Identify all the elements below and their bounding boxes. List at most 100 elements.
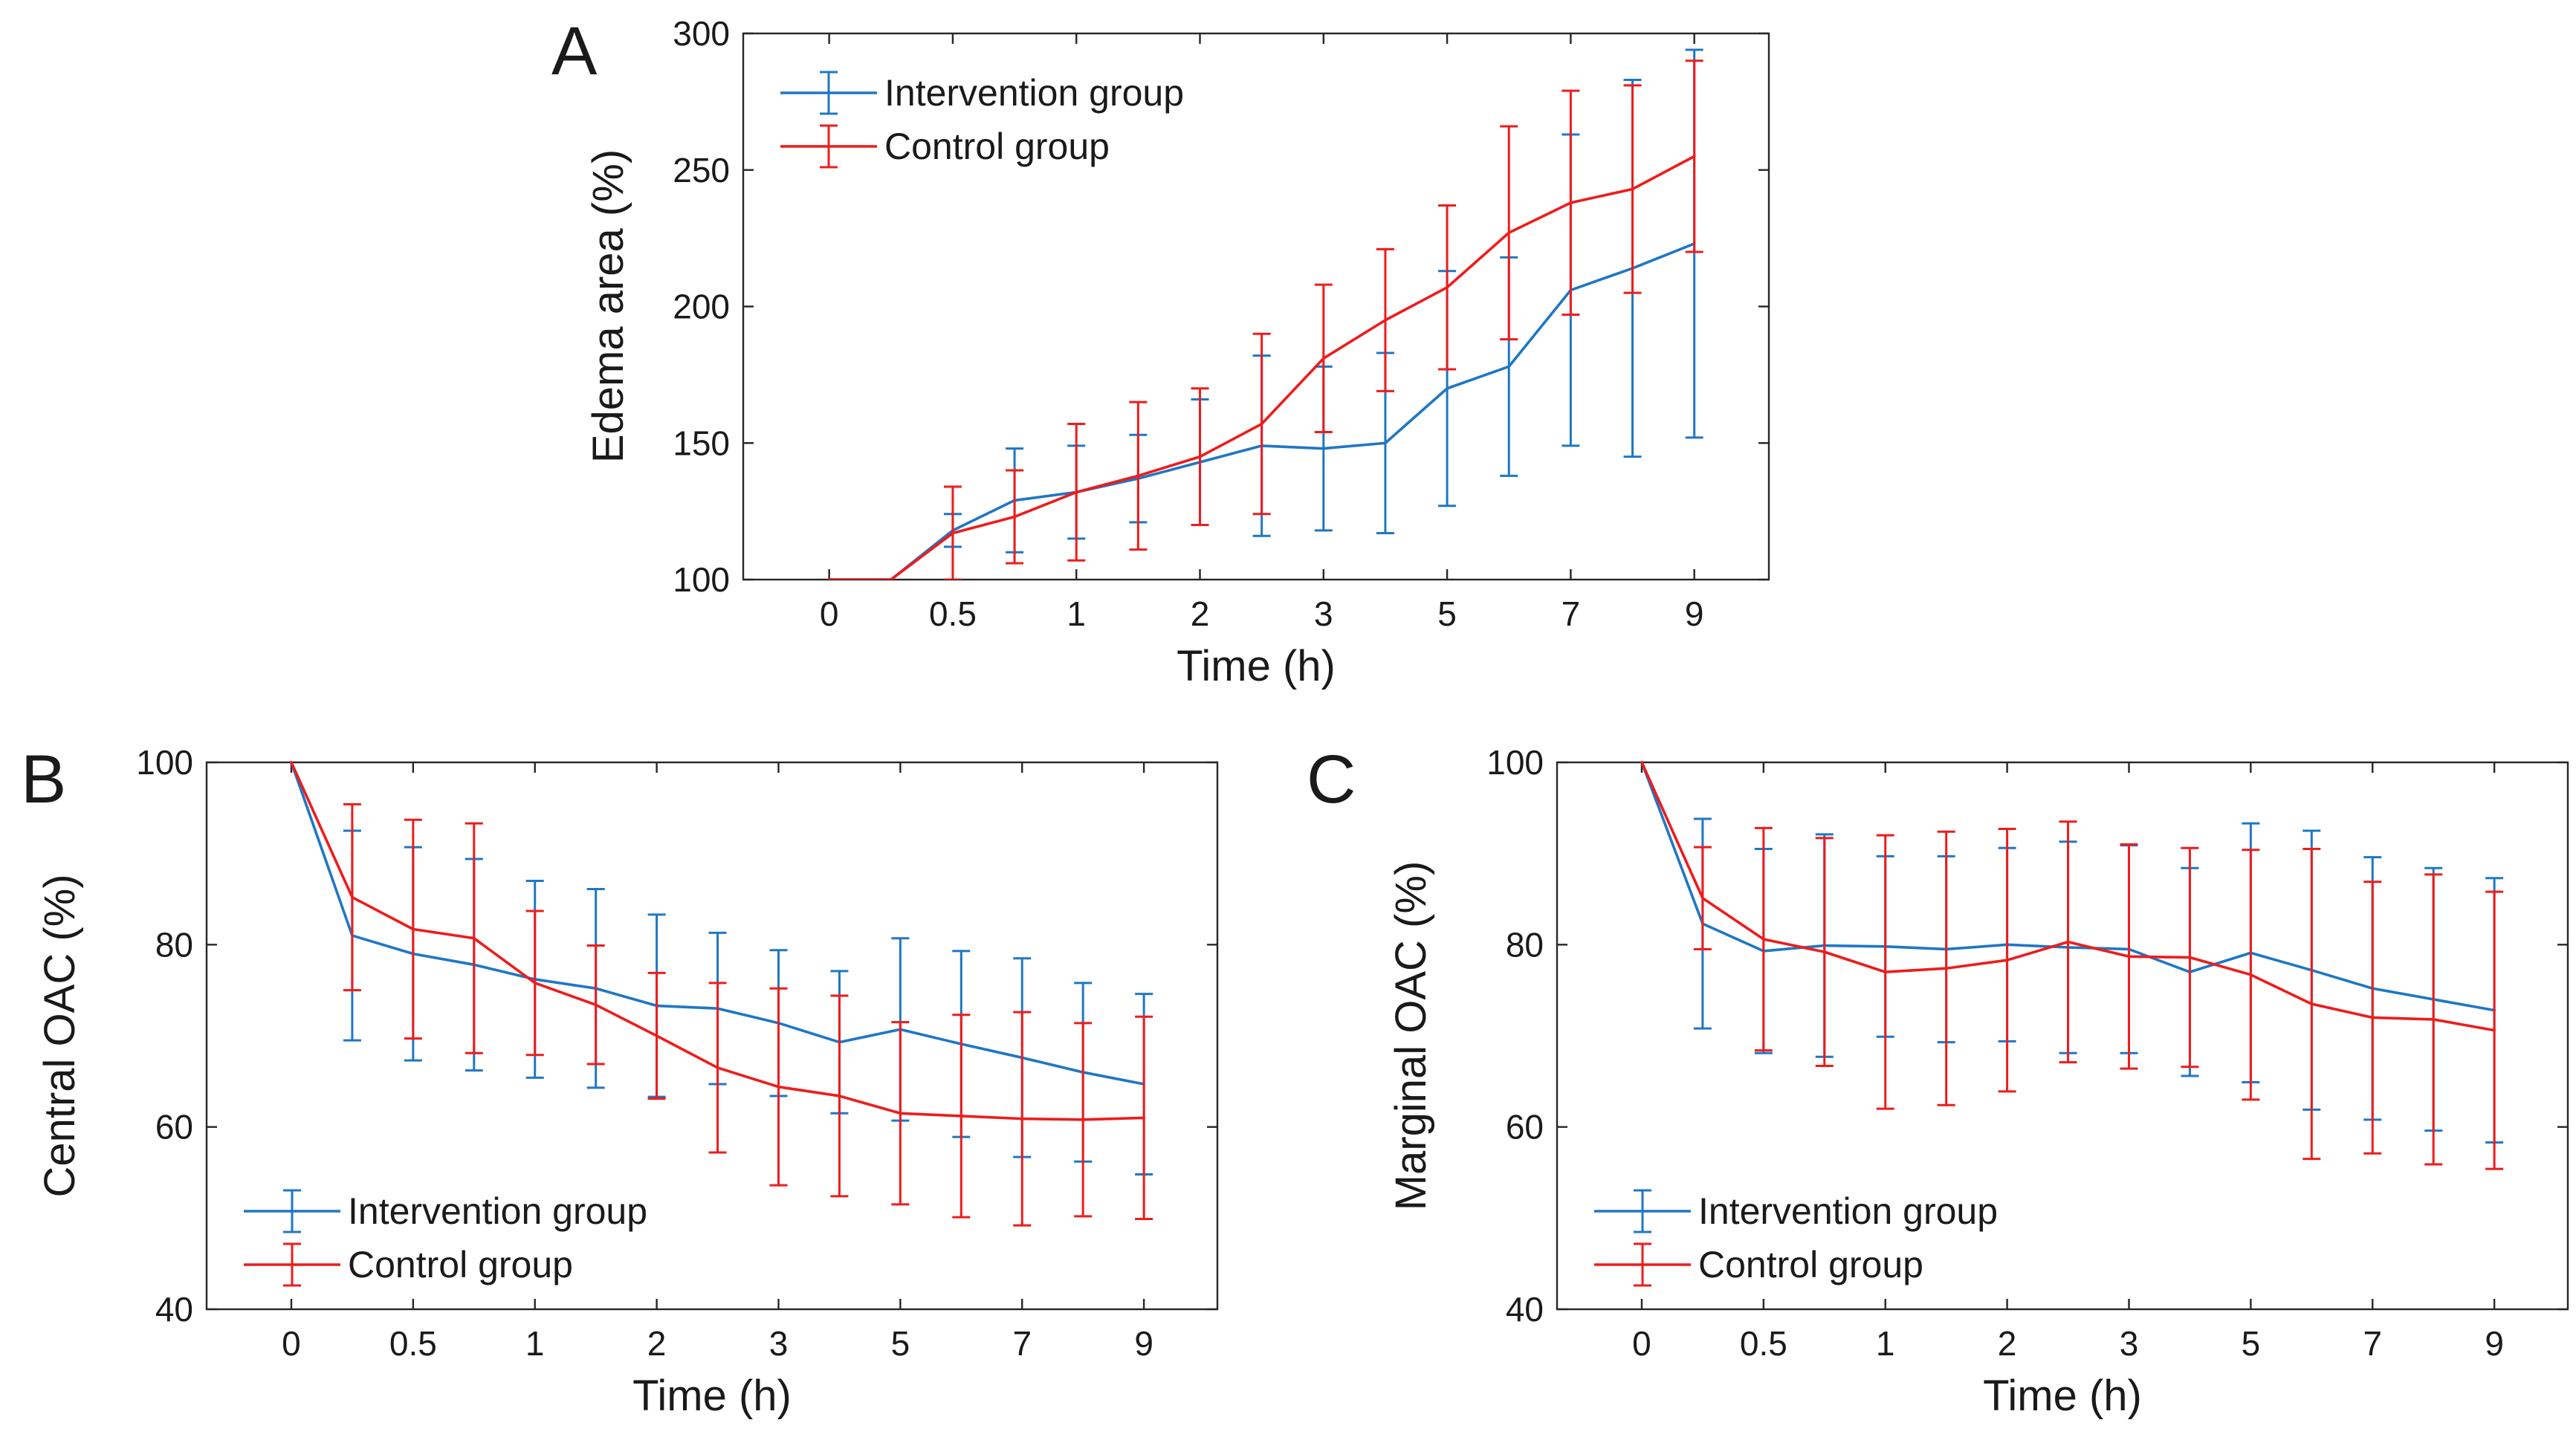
- line-segment: [1762, 944, 1826, 953]
- x-tick-label: 2: [647, 1324, 667, 1363]
- line-segment: [2249, 951, 2314, 972]
- line-segment: [951, 515, 1016, 535]
- line-segment: [655, 1034, 719, 1069]
- line-segment: [1013, 490, 1078, 502]
- x-tick-label: 0: [282, 1324, 301, 1363]
- x-tick-label: 1: [1067, 594, 1086, 633]
- x-axis-label: Time (h): [1177, 642, 1336, 690]
- line-segment: [472, 936, 537, 985]
- x-tick-label: 5: [2242, 1324, 2261, 1363]
- line-segment: [533, 982, 598, 1007]
- x-tick-label: 2: [1191, 594, 1210, 633]
- x-tick-label: 5: [1437, 594, 1457, 633]
- line-segment: [1198, 444, 1263, 464]
- y-tick-label: 100: [1486, 743, 1544, 782]
- line-segment: [412, 927, 476, 940]
- line-segment: [1507, 288, 1573, 369]
- line-segment: [777, 1022, 841, 1044]
- line-segment: [838, 1028, 902, 1044]
- line-segment: [899, 1028, 963, 1045]
- line-segment: [290, 761, 354, 899]
- x-tick-label: 0: [820, 594, 839, 633]
- plot-area: [1640, 761, 2504, 1170]
- panel-b: 40 60 80 100 0 0.5 1 2 3 5 7 9 Time (h) Central OAC (…: [21, 742, 1219, 1420]
- panel-c: 40 60 80 100 0 0.5 1 2 3 5 7 9 Time (h) Marginal OAC …: [1307, 742, 2569, 1420]
- line-segment: [2005, 940, 2070, 962]
- x-tick-label: 0.5: [929, 594, 977, 633]
- y-axis-label: Edema area (%): [584, 149, 632, 463]
- line-segment: [1631, 242, 1696, 270]
- legend-label: Control group: [1698, 1244, 1923, 1285]
- line-segment: [1136, 455, 1202, 478]
- line-segment: [1198, 422, 1263, 458]
- line-segment: [533, 978, 598, 990]
- line-segment: [2127, 955, 2192, 959]
- legend-item-control: Control group: [780, 124, 1110, 169]
- x-tick-label: 7: [1012, 1324, 1032, 1363]
- y-tick-label: 100: [136, 743, 193, 782]
- y-tick-label: 100: [673, 560, 730, 599]
- line-segment: [1322, 319, 1387, 360]
- line-segment: [2432, 998, 2496, 1012]
- line-segment: [655, 1004, 719, 1010]
- line-segment: [1136, 461, 1202, 480]
- legend-item-control: Control group: [1594, 1242, 1923, 1287]
- line-segment: [1020, 1117, 1084, 1121]
- line-segment: [777, 1085, 841, 1097]
- x-tick-label: 1: [1876, 1324, 1895, 1363]
- y-tick-label: 40: [155, 1290, 193, 1329]
- line-segment: [959, 1042, 1024, 1060]
- panel-letter: B: [21, 742, 66, 817]
- line-segment: [1384, 386, 1449, 445]
- line-segment: [1384, 285, 1449, 322]
- legend-item-intervention: Intervention group: [244, 1189, 647, 1233]
- line-segment: [1569, 187, 1634, 204]
- series-control: [1640, 761, 2504, 1170]
- line-segment: [351, 895, 415, 931]
- plot-frame: [742, 32, 1770, 581]
- line-segment: [594, 987, 658, 1008]
- line-segment: [1944, 959, 2009, 970]
- y-tick-label: 80: [155, 925, 193, 964]
- line-segment: [1822, 944, 1887, 948]
- line-segment: [1013, 490, 1078, 519]
- line-segment: [290, 761, 354, 937]
- line-segment: [1822, 950, 1887, 973]
- line-segment: [1507, 201, 1573, 235]
- line-segment: [1944, 943, 2009, 951]
- line-segment: [1631, 155, 1696, 191]
- y-tick-label: 40: [1506, 1290, 1544, 1329]
- panel-letter: A: [551, 13, 598, 89]
- panel-a: 100 150 200 250 300 0 0.5 1 2 3 5 7 9 Time (h) Edema a…: [551, 13, 1770, 690]
- line-segment: [951, 499, 1016, 532]
- y-axis-label: Central OAC (%): [36, 874, 84, 1197]
- y-tick-label: 80: [1506, 925, 1544, 964]
- x-tick-label: 5: [891, 1324, 910, 1363]
- line-segment: [2066, 940, 2131, 959]
- x-axis-label: Time (h): [1983, 1372, 2142, 1420]
- legend-item-intervention: Intervention group: [1594, 1189, 1998, 1233]
- legend-label: Intervention group: [348, 1190, 647, 1232]
- line-segment: [1075, 474, 1140, 494]
- line-segment: [889, 531, 954, 580]
- x-tick-label: 7: [1562, 594, 1581, 633]
- y-tick-label: 200: [673, 288, 730, 326]
- legend: Intervention group Control group: [780, 71, 1184, 169]
- line-segment: [1081, 1116, 1145, 1121]
- line-segment: [2371, 987, 2435, 1001]
- legend-label: Intervention group: [884, 72, 1184, 114]
- line-segment: [838, 1095, 902, 1115]
- line-segment: [716, 1007, 780, 1025]
- panel-letter: C: [1307, 742, 1356, 817]
- legend-item-intervention: Intervention group: [780, 71, 1184, 115]
- line-segment: [1701, 896, 1765, 941]
- x-tick-label: 2: [1998, 1324, 2017, 1363]
- line-segment: [594, 1003, 658, 1037]
- line-segment: [1883, 967, 1948, 973]
- x-tick-label: 0.5: [1740, 1324, 1787, 1363]
- line-segment: [2432, 1018, 2496, 1032]
- x-tick-label: 9: [1134, 1324, 1153, 1363]
- line-segment: [2310, 968, 2375, 990]
- plot-frame: [205, 761, 1219, 1311]
